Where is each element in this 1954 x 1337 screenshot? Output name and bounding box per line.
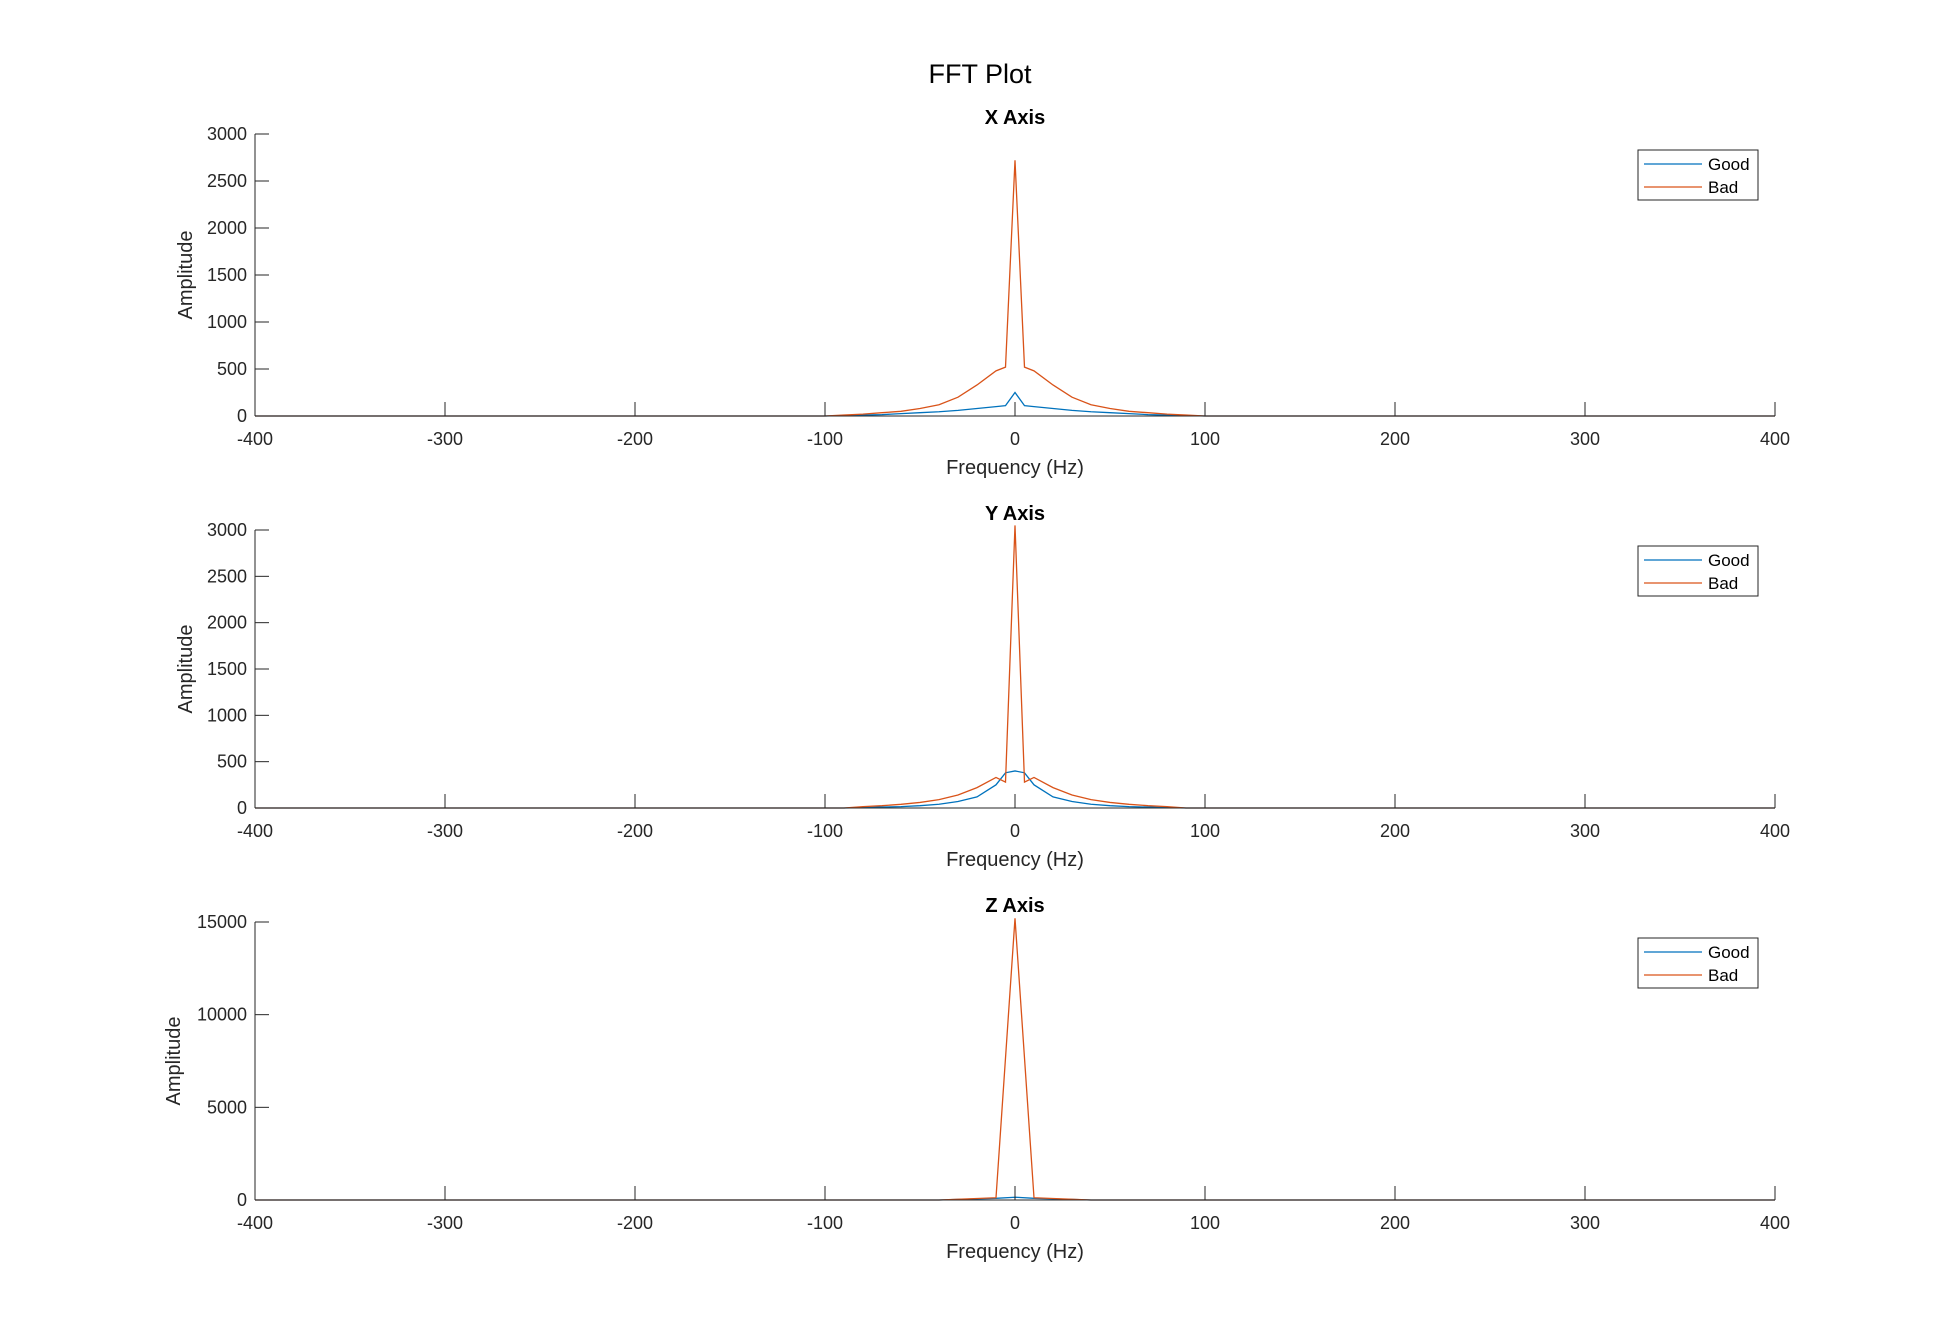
x-tick-label: 200 bbox=[1380, 1213, 1410, 1233]
x-tick-label: 300 bbox=[1570, 429, 1600, 449]
y-tick-label: 5000 bbox=[207, 1097, 247, 1117]
y-tick-label: 2000 bbox=[207, 218, 247, 238]
subplot-title: X Axis bbox=[985, 107, 1045, 129]
x-tick-label: -100 bbox=[807, 821, 843, 841]
legend-box bbox=[1637, 937, 1759, 989]
x-axis-label: Frequency (Hz) bbox=[946, 457, 1084, 479]
y-tick-label: 2500 bbox=[207, 171, 247, 191]
x-tick-label: -400 bbox=[237, 429, 273, 449]
legend: Good Bad bbox=[1637, 937, 1759, 989]
x-tick-label: -200 bbox=[617, 429, 653, 449]
subplot-title: Z Axis bbox=[985, 895, 1044, 917]
x-tick-label: 0 bbox=[1010, 429, 1020, 449]
y-tick-label: 1000 bbox=[207, 705, 247, 725]
x-tick-label: 300 bbox=[1570, 821, 1600, 841]
x-tick-label: 300 bbox=[1570, 1213, 1600, 1233]
x-tick-label: 400 bbox=[1760, 429, 1790, 449]
y-axis-label: Amplitude bbox=[163, 1017, 185, 1106]
x-tick-label: 400 bbox=[1760, 821, 1790, 841]
y-axis-label: Amplitude bbox=[175, 625, 197, 714]
subplot-3: -400 -300 -200 -100 0 100 200 300 400 0 5000 10000 1… bbox=[163, 895, 1790, 1263]
legend-label-bad: Bad bbox=[1708, 966, 1738, 985]
series-line-good bbox=[255, 391, 1775, 417]
x-tick-label: 200 bbox=[1380, 821, 1410, 841]
x-tick-label: 0 bbox=[1010, 1213, 1020, 1233]
legend-label-good: Good bbox=[1708, 551, 1750, 570]
series-line-bad bbox=[255, 918, 1775, 1201]
legend-label-good: Good bbox=[1708, 155, 1750, 174]
y-tick-label: 500 bbox=[217, 359, 247, 379]
figure-title: FFT Plot bbox=[928, 59, 1032, 89]
legend-box bbox=[1637, 149, 1759, 201]
x-tick-label: 400 bbox=[1760, 1213, 1790, 1233]
x-tick-label: -300 bbox=[427, 1213, 463, 1233]
y-tick-label: 0 bbox=[237, 406, 247, 426]
series-line-bad bbox=[255, 525, 1775, 809]
x-tick-label: 100 bbox=[1190, 1213, 1220, 1233]
y-tick-label: 500 bbox=[217, 752, 247, 772]
subplot-title: Y Axis bbox=[985, 503, 1045, 525]
legend-label-bad: Bad bbox=[1708, 178, 1738, 197]
y-tick-label: 2500 bbox=[207, 566, 247, 586]
x-tick-label: -100 bbox=[807, 1213, 843, 1233]
subplot-1: -400 -300 -200 -100 0 100 200 300 400 0 500 1000 150… bbox=[175, 107, 1790, 479]
y-tick-label: 2000 bbox=[207, 613, 247, 633]
subplot-2: -400 -300 -200 -100 0 100 200 300 400 0 500 1000 150… bbox=[175, 503, 1790, 871]
legend: Good Bad bbox=[1637, 545, 1759, 597]
y-tick-label: 3000 bbox=[207, 520, 247, 540]
x-tick-label: -300 bbox=[427, 429, 463, 449]
y-tick-label: 1500 bbox=[207, 659, 247, 679]
series-line-good bbox=[255, 770, 1775, 809]
subplots: -400 -300 -200 -100 0 100 200 300 40005001000150… bbox=[163, 107, 1790, 1263]
legend-box bbox=[1637, 545, 1759, 597]
y-tick-label: 3000 bbox=[207, 124, 247, 144]
x-axis-label: Frequency (Hz) bbox=[946, 849, 1084, 871]
legend: Good Bad bbox=[1637, 149, 1759, 201]
y-tick-label: 10000 bbox=[197, 1005, 247, 1025]
y-tick-label: 0 bbox=[237, 798, 247, 818]
x-tick-label: 0 bbox=[1010, 821, 1020, 841]
series-line-bad bbox=[255, 160, 1775, 417]
x-tick-label: 100 bbox=[1190, 821, 1220, 841]
x-tick-label: -300 bbox=[427, 821, 463, 841]
y-tick-label: 0 bbox=[237, 1190, 247, 1210]
x-tick-label: 200 bbox=[1380, 429, 1410, 449]
legend-label-bad: Bad bbox=[1708, 574, 1738, 593]
x-tick-label: -400 bbox=[237, 1213, 273, 1233]
y-tick-label: 1000 bbox=[207, 312, 247, 332]
x-tick-label: -200 bbox=[617, 821, 653, 841]
x-tick-label: -100 bbox=[807, 429, 843, 449]
x-tick-label: 100 bbox=[1190, 429, 1220, 449]
y-tick-label: 15000 bbox=[197, 912, 247, 932]
legend-label-good: Good bbox=[1708, 943, 1750, 962]
x-axis-label: Frequency (Hz) bbox=[946, 1241, 1084, 1263]
y-tick-label: 1500 bbox=[207, 265, 247, 285]
x-tick-label: -200 bbox=[617, 1213, 653, 1233]
x-tick-label: -400 bbox=[237, 821, 273, 841]
y-axis-label: Amplitude bbox=[175, 231, 197, 320]
